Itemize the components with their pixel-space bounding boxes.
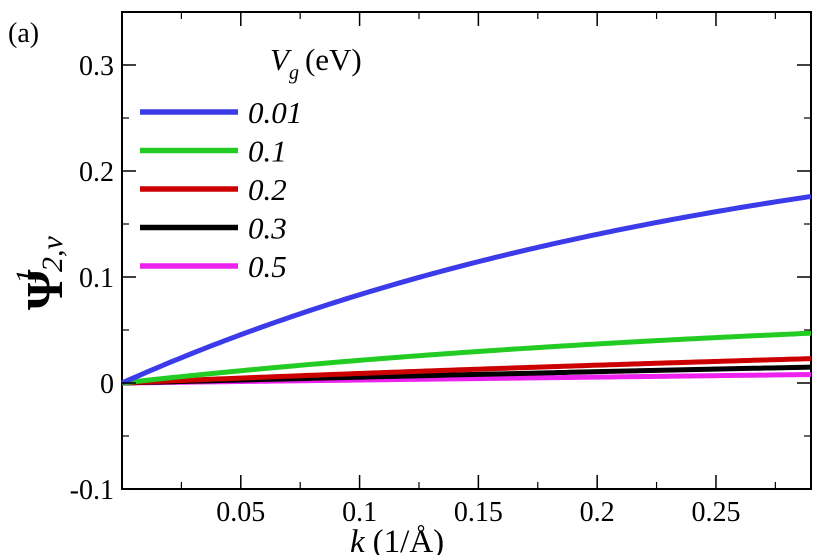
legend-label-0.1: 0.1 bbox=[248, 134, 287, 169]
x-tick-label: 0.2 bbox=[580, 497, 615, 528]
legend-title-var: V bbox=[270, 42, 292, 77]
y-tick-label: 0.1 bbox=[79, 263, 114, 294]
panel-label: (a) bbox=[8, 18, 39, 49]
y-axis-label: Ψ 1 2,v bbox=[10, 236, 74, 311]
series-layer bbox=[120, 193, 812, 386]
y-tick-label: 0 bbox=[100, 369, 114, 400]
legend-title-unit: (eV) bbox=[305, 42, 362, 77]
x-tick-label: 0.05 bbox=[216, 497, 265, 528]
x-axis-label-unit: (1/Å) bbox=[373, 523, 444, 555]
plot-frame bbox=[121, 11, 812, 490]
y-axis-label-subscript: 2,v bbox=[36, 236, 69, 273]
series-line-0.2 bbox=[121, 356, 812, 386]
y-tick-label: 0.3 bbox=[79, 51, 114, 82]
y-tick-label: -0.1 bbox=[70, 475, 114, 506]
legend: Vg (eV) 0.01 0.10.2 0.30.5 bbox=[140, 42, 362, 284]
legend-label-0.01: 0.01 bbox=[248, 95, 302, 130]
legend-label-0.3: 0.3 bbox=[248, 211, 287, 246]
y-axis-label-superscript: 1 bbox=[10, 269, 43, 284]
legend-label-0.5: 0.5 bbox=[248, 249, 287, 284]
x-tick-label: 0.15 bbox=[454, 497, 503, 528]
series-line-0.1 bbox=[121, 330, 812, 386]
legend-title: Vg (eV) bbox=[270, 42, 362, 84]
tick-layer: 0.05 0.1 0.15 0.2 0.25-0.100.10.20.3 bbox=[70, 12, 811, 528]
x-tick-label: 0.25 bbox=[691, 497, 740, 528]
legend-items: 0.01 0.10.2 0.30.5 bbox=[140, 95, 302, 284]
legend-title-sub: g bbox=[289, 62, 299, 84]
y-axis-label-symbol: Ψ bbox=[17, 269, 74, 310]
x-axis-label-var: k bbox=[350, 524, 366, 555]
series-line-0.01 bbox=[120, 193, 812, 386]
legend-label-0.2: 0.2 bbox=[248, 172, 287, 207]
x-axis-label: k (1/Å) bbox=[350, 523, 444, 555]
y-tick-label: 0.2 bbox=[79, 157, 114, 188]
x-tick-label: 0.1 bbox=[342, 497, 377, 528]
